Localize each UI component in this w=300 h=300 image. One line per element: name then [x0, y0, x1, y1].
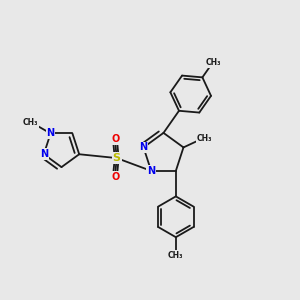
Text: CH₃: CH₃	[197, 134, 212, 143]
Text: O: O	[111, 172, 119, 182]
Text: CH₃: CH₃	[168, 251, 184, 260]
Text: N: N	[46, 128, 55, 139]
Text: S: S	[113, 153, 121, 163]
Text: N: N	[140, 142, 148, 152]
Text: N: N	[40, 149, 48, 159]
Text: CH₃: CH₃	[206, 58, 221, 67]
Text: O: O	[111, 134, 119, 144]
Text: CH₃: CH₃	[23, 118, 38, 127]
Text: N: N	[147, 166, 155, 176]
